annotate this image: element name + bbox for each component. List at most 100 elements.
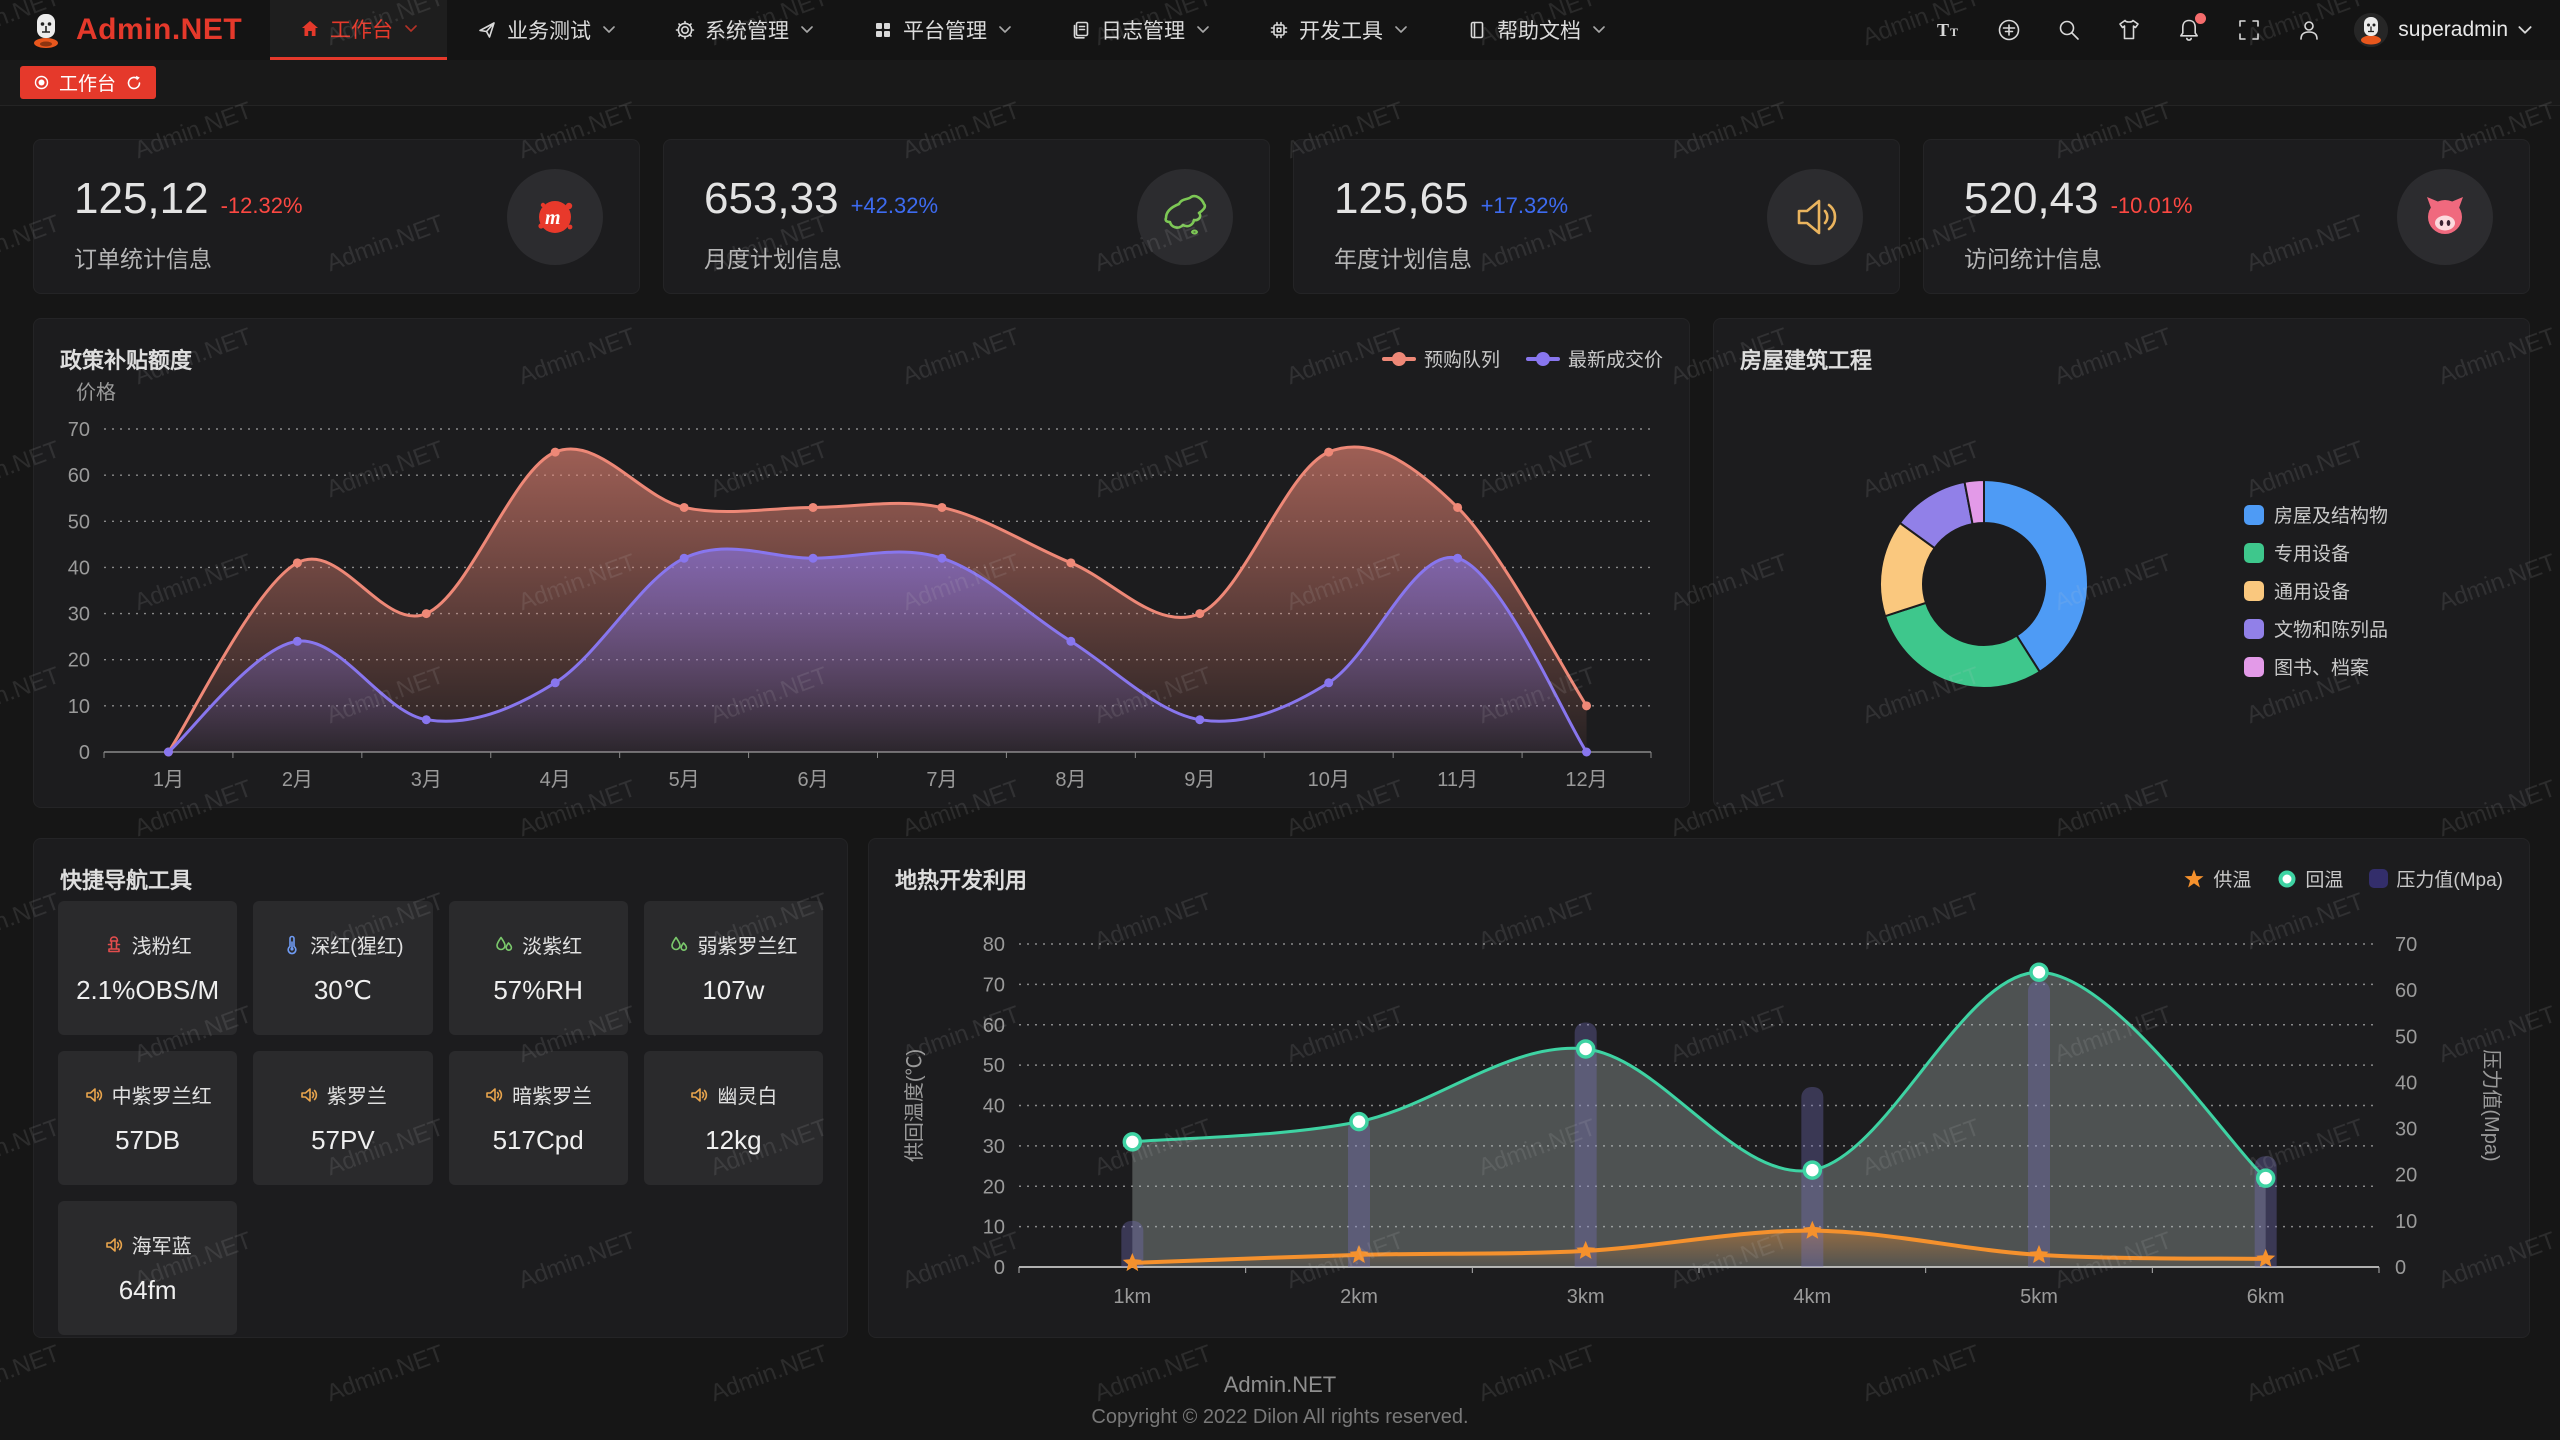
legend-swatch [2244, 656, 2264, 677]
navbar-actions: T T [1934, 0, 2560, 60]
search-icon [2059, 20, 2080, 40]
panel-title: 房屋建筑工程 [1740, 348, 1873, 373]
send-icon [479, 22, 495, 38]
quick-nav-name: 淡紫红 [522, 936, 583, 958]
building-project-panel: 房屋建筑工程 房屋及结构物 专用设备 通用设备 文物和陈列品 图书、档案 [1713, 318, 2530, 808]
avatar-mascot-icon [2354, 13, 2389, 47]
svg-text:8月: 8月 [1055, 769, 1086, 791]
profile-button[interactable] [2294, 15, 2324, 45]
quick-nav-name: 幽灵白 [717, 1086, 778, 1108]
legend-item[interactable]: 专用设备 [2244, 539, 2388, 566]
svg-text:4月: 4月 [540, 769, 571, 791]
legend-item-pressure[interactable]: 压力值(Mpa) [2369, 865, 2503, 892]
quick-nav-name: 深红(猩红) [310, 936, 404, 958]
svg-text:10: 10 [2395, 1211, 2417, 1233]
refresh-icon[interactable] [126, 75, 142, 91]
svg-text:价格: 价格 [76, 381, 116, 404]
menu-item-workbench[interactable]: 工作台 [270, 0, 447, 60]
legend-item-latest-price[interactable]: 最新成交价 [1525, 345, 1663, 372]
legend-item[interactable]: 图书、档案 [2244, 653, 2388, 680]
legend-line-marker [1525, 351, 1560, 366]
quick-nav-item-dark-violet[interactable]: 暗紫罗兰 517Cpd [448, 1051, 628, 1185]
legend-item-supply-temp[interactable]: 供温 [2183, 865, 2251, 892]
speaker-icon [105, 1237, 122, 1252]
quick-nav-name: 中紫罗兰红 [111, 1086, 212, 1108]
menu-item-platform-mgmt[interactable]: 平台管理 [843, 0, 1041, 60]
svg-text:10月: 10月 [1308, 769, 1350, 791]
svg-text:压力值(Mpa): 压力值(Mpa) [2480, 1049, 2503, 1161]
stat-value: 125,12 [74, 174, 209, 223]
fullscreen-button[interactable] [2234, 15, 2264, 45]
stat-label: 访问统计信息 [1964, 246, 2102, 272]
menu-item-business-test[interactable]: 业务测试 [447, 0, 645, 60]
circle-marker [2278, 870, 2296, 887]
theme-button[interactable] [2114, 15, 2144, 45]
stat-label: 月度计划信息 [704, 246, 842, 272]
user-menu[interactable]: superadmin [2354, 13, 2532, 47]
menu-label: 系统管理 [705, 20, 789, 43]
stat-cards-row: 125,12 -12.32% 订单统计信息 m 653,33 +42.32% 月… [33, 139, 2530, 294]
menu-item-log-mgmt[interactable]: 日志管理 [1041, 0, 1239, 60]
avatar [2354, 13, 2389, 47]
star-marker [2184, 869, 2204, 887]
quick-nav-name: 紫罗兰 [326, 1086, 387, 1108]
legend-label: 压力值(Mpa) [2396, 870, 2503, 891]
thermometer-icon [287, 935, 297, 954]
chip-icon [1270, 21, 1288, 39]
quick-nav-item-violet[interactable]: 紫罗兰 57PV [253, 1051, 433, 1185]
menu-item-help-docs[interactable]: 帮助文档 [1437, 0, 1635, 60]
svg-text:40: 40 [2395, 1072, 2417, 1094]
logo[interactable]: Admin.NET [0, 0, 270, 60]
legend-item[interactable]: 房屋及结构物 [2244, 501, 2388, 528]
quick-nav-item-light-pink[interactable]: 浅粉红 2.1%OBS/M [58, 901, 238, 1035]
panel-title: 政策补贴额度 [60, 348, 193, 373]
quick-nav-name: 浅粉红 [131, 936, 192, 958]
svg-text:30: 30 [68, 604, 90, 626]
quick-nav-item-crimson[interactable]: 深红(猩红) 30℃ [253, 901, 433, 1035]
svg-text:70: 70 [2395, 934, 2417, 956]
svg-text:0: 0 [994, 1257, 1005, 1279]
svg-text:12月: 12月 [1565, 769, 1607, 791]
legend-item-preorder-queue[interactable]: 预购队列 [1381, 345, 1500, 372]
legend-label: 回温 [2305, 870, 2344, 891]
svg-text:40: 40 [983, 1096, 1005, 1118]
chevron-down-icon [1395, 26, 1407, 33]
quick-nav-item-medium-violet-red[interactable]: 中紫罗兰红 57DB [58, 1051, 238, 1185]
search-button[interactable] [2054, 15, 2084, 45]
chevron-down-icon [405, 24, 417, 32]
legend-item-return-temp[interactable]: 回温 [2277, 865, 2343, 892]
speaker-icon [1797, 199, 1837, 234]
svg-text:10: 10 [983, 1217, 1005, 1239]
svg-text:60: 60 [68, 465, 90, 487]
meetup-blob-icon: m [538, 200, 573, 233]
quick-nav-item-ghost-white[interactable]: 幽灵白 12kg [643, 1051, 823, 1185]
menu-label: 日志管理 [1101, 20, 1185, 43]
stat-value: 125,65 [1334, 174, 1469, 223]
username: superadmin [2398, 18, 2508, 41]
legend-item[interactable]: 文物和陈列品 [2244, 615, 2388, 642]
quick-nav-item-pale-violet[interactable]: 淡紫红 57%RH [448, 901, 628, 1035]
quick-nav-item-navy-blue[interactable]: 海军蓝 64fm [58, 1201, 238, 1335]
language-button[interactable] [1994, 15, 2024, 45]
stat-icon-circle [2397, 168, 2493, 265]
stat-delta: -12.32% [220, 193, 303, 218]
droplet-icon [671, 936, 688, 951]
font-size-icon: T T [1937, 20, 1958, 40]
stat-delta: +42.32% [850, 193, 939, 218]
menu-item-dev-tools[interactable]: 开发工具 [1239, 0, 1437, 60]
book-icon [1470, 21, 1484, 39]
svg-text:T: T [1950, 25, 1958, 39]
menu-item-system-mgmt[interactable]: 系统管理 [645, 0, 843, 60]
svg-text:20: 20 [2395, 1165, 2417, 1187]
legend-item[interactable]: 通用设备 [2244, 577, 2388, 604]
notifications-button[interactable] [2174, 13, 2207, 45]
font-size-button[interactable]: T T [1934, 15, 1964, 45]
stat-delta: -10.01% [2110, 193, 2193, 218]
china-map-icon [1164, 194, 1207, 234]
user-icon [2300, 21, 2319, 40]
tab-workbench[interactable]: 工作台 [20, 66, 157, 99]
line-chart-legend: 预购队列 最新成交价 [1381, 345, 1663, 372]
quick-nav-item-weak-violet-red[interactable]: 弱紫罗兰红 107w [643, 901, 823, 1035]
svg-text:2km: 2km [1340, 1286, 1378, 1308]
stat-icon-circle [1137, 168, 1233, 265]
